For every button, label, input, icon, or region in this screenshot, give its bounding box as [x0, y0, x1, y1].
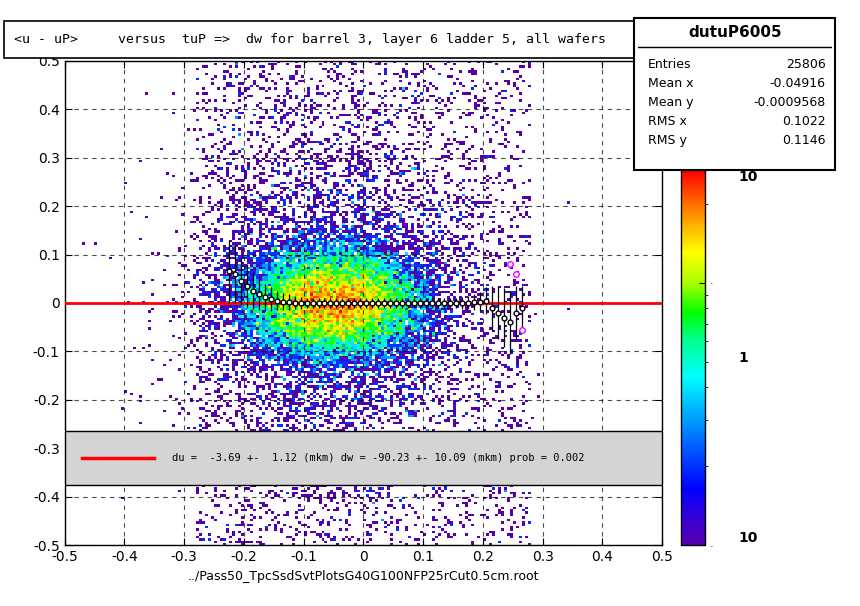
Text: RMS x: RMS x: [648, 115, 686, 128]
Text: Mean x: Mean x: [648, 77, 693, 90]
Text: 0.1022: 0.1022: [783, 115, 826, 128]
Text: 25806: 25806: [786, 58, 826, 72]
Text: dutuP6005: dutuP6005: [688, 25, 782, 41]
Text: -0.0009568: -0.0009568: [753, 96, 826, 109]
Text: 1: 1: [739, 350, 749, 365]
Text: <u - uP>     versus  tuP =>  dw for barrel 3, layer 6 ladder 5, all wafers: <u - uP> versus tuP => dw for barrel 3, …: [14, 33, 605, 46]
Text: Mean y: Mean y: [648, 96, 693, 109]
Text: 10: 10: [739, 531, 759, 545]
Text: RMS y: RMS y: [648, 134, 686, 147]
Text: 10: 10: [739, 170, 759, 184]
Text: 0.1146: 0.1146: [783, 134, 826, 147]
Bar: [64, 431, 662, 485]
Text: Entries: Entries: [648, 58, 691, 72]
Text: du =  -3.69 +-  1.12 (mkm) dw = -90.23 +- 10.09 (mkm) prob = 0.002: du = -3.69 +- 1.12 (mkm) dw = -90.23 +- …: [172, 453, 585, 463]
X-axis label: ../Pass50_TpcSsdSvtPlotsG40G100NFP25rCut0.5cm.root: ../Pass50_TpcSsdSvtPlotsG40G100NFP25rCut…: [187, 570, 539, 583]
Text: -0.04916: -0.04916: [770, 77, 826, 90]
